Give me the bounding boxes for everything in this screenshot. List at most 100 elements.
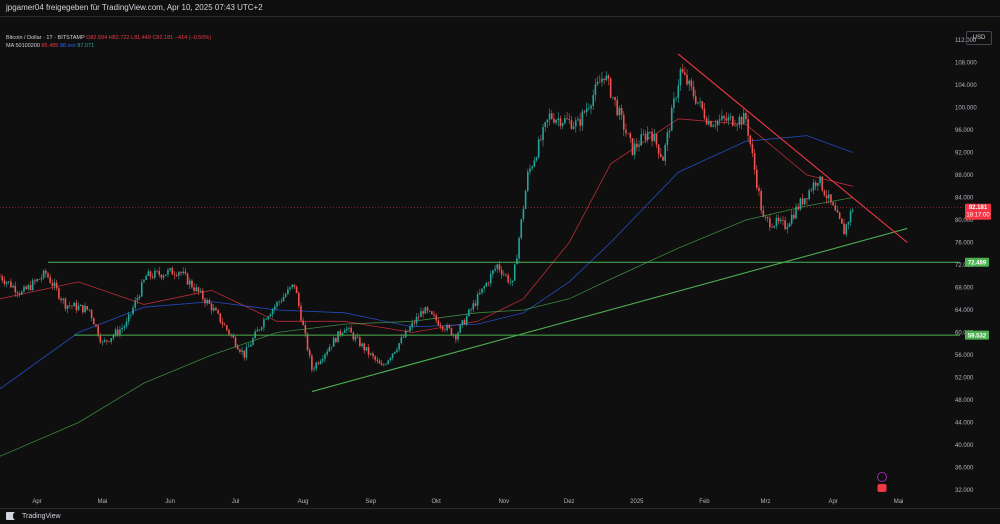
candle-body [345, 328, 348, 331]
candle-body [819, 176, 821, 183]
candle-body [287, 289, 289, 295]
candle-body [18, 293, 21, 295]
candle-body [825, 195, 828, 199]
earnings-marker-icon [877, 484, 887, 492]
candle-body [555, 119, 557, 123]
candle-body [258, 329, 261, 331]
candle-body [788, 223, 791, 227]
candle-body [66, 305, 69, 309]
candle-body [681, 68, 684, 73]
candle-body [239, 349, 241, 352]
candle-body [817, 182, 819, 186]
candle-body [494, 268, 496, 271]
candle-body [779, 219, 782, 222]
candle-body [601, 78, 603, 83]
x-tick-label: Jun [165, 499, 175, 505]
ma100-value: 88.xxx [59, 43, 76, 49]
candle-body [234, 337, 237, 347]
candle-body [431, 311, 433, 315]
tradingview-logo[interactable]: TradingView [6, 512, 61, 520]
candle-body [579, 119, 581, 126]
candle-body [631, 138, 634, 155]
candle-body [108, 341, 110, 342]
candle-body [622, 114, 625, 130]
candle-body [670, 107, 673, 131]
candle-body [742, 112, 745, 125]
candle-body [507, 275, 509, 283]
candle-body [814, 182, 817, 186]
candle-body [625, 129, 627, 134]
candle-body [751, 144, 754, 154]
y-tick-label: 44.000 [955, 421, 974, 427]
candle-body [16, 292, 19, 294]
candle-body [627, 133, 629, 134]
candle-body [636, 143, 638, 147]
candle-body [352, 332, 355, 340]
candle-body [12, 285, 14, 288]
candle-body [531, 166, 533, 169]
candle-body [278, 301, 280, 303]
candle-body [367, 347, 370, 355]
candle-body [92, 318, 95, 325]
candle-body [324, 354, 326, 359]
candle-body [184, 271, 187, 274]
candle-body [25, 286, 27, 290]
candle-body [723, 116, 725, 119]
candle-body [341, 332, 344, 335]
price-chart[interactable]: 112.000 108.000 104.000 100.000 96.000 92.000… [0, 0, 1000, 508]
tradingview-brand: TradingView [22, 512, 61, 520]
candle-body [649, 131, 651, 133]
candle-body [191, 280, 193, 288]
candle-body [247, 346, 250, 348]
candle-body [450, 328, 453, 336]
candle-body [457, 332, 459, 340]
y-tick-label: 100.000 [955, 106, 977, 112]
candle-body [84, 305, 86, 313]
ma-row[interactable]: MA 50100200 85.485 88.xxx 87.071 [6, 42, 211, 50]
candle-body [393, 351, 396, 354]
candle-body [492, 270, 494, 275]
candle-body [550, 113, 553, 119]
candle-body [732, 116, 734, 126]
candle-body [806, 198, 808, 200]
ma-label: MA 50100200 [6, 43, 40, 49]
candle-body [581, 111, 584, 126]
candle-body [308, 350, 311, 356]
candle-body [758, 187, 760, 192]
candle-body [727, 117, 730, 121]
candle-body [284, 294, 287, 297]
candle-body [86, 305, 89, 310]
candle-body [769, 218, 771, 228]
moving-average-line [0, 135, 853, 390]
candle-body [795, 206, 797, 219]
candle-body [315, 362, 318, 369]
candle-body [363, 343, 366, 351]
candle-body [513, 264, 516, 281]
candle-body [167, 270, 169, 275]
candle-body [374, 356, 376, 360]
candle-body [465, 316, 468, 325]
candle-body [559, 118, 562, 126]
candle-body [638, 145, 640, 147]
candle-body [808, 190, 810, 200]
y-tick-label: 40.000 [955, 443, 974, 449]
candle-body [729, 116, 732, 118]
candle-body [232, 335, 235, 338]
candle-body [40, 277, 43, 280]
symbol-row[interactable]: Bitcoin / Dollar · 1T · BITSTAMP O82.594… [6, 34, 211, 42]
publisher-text: jpgamer04 freigegeben für TradingView.co… [6, 3, 263, 12]
currency-button[interactable]: USD [966, 31, 992, 45]
candle-body [516, 258, 518, 265]
candle-body [675, 97, 677, 99]
candle-body [271, 309, 274, 315]
candle-body [202, 290, 204, 299]
candle-body [223, 324, 226, 326]
candle-body [448, 325, 451, 329]
candle-body [801, 198, 804, 205]
candle-body [546, 119, 549, 123]
candle-body [77, 305, 80, 311]
candle-body [677, 85, 680, 98]
candle-body [526, 171, 529, 191]
candle-body [337, 331, 339, 343]
candle-body [134, 300, 137, 308]
